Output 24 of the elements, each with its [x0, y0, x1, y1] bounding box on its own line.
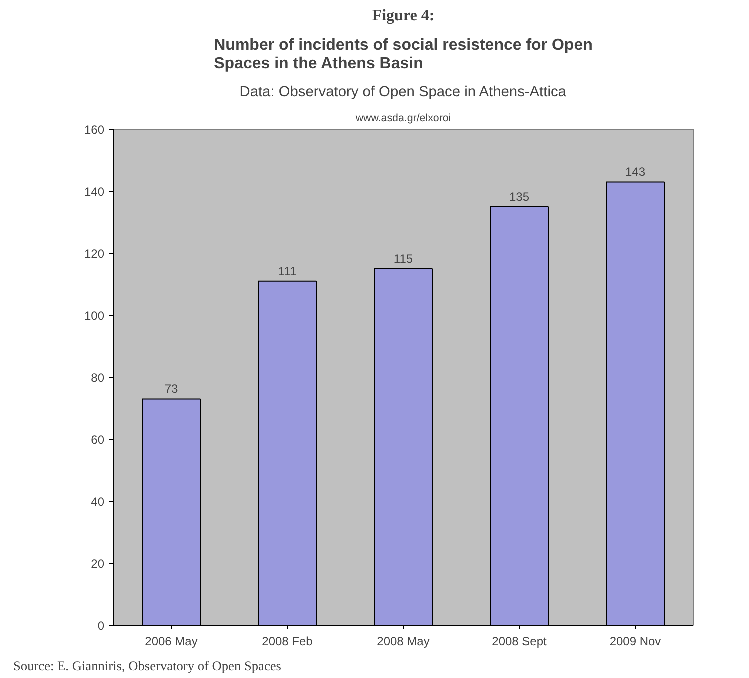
chart-title: Number of incidents of social resistence for Open Spaces in the Athens Basin — [214, 36, 593, 72]
data-label: 135 — [509, 190, 530, 204]
data-label: 115 — [394, 252, 414, 266]
x-tick-label: 2009 Nov — [610, 634, 662, 648]
data-label: 143 — [625, 165, 646, 180]
source-note: Source: E. Gianniris, Observatory of Open Spaces — [14, 658, 282, 674]
text: www.asda.gr/elxoroi — [354, 112, 452, 124]
data-label: 73 — [164, 382, 178, 396]
chart-subtitle: Data: Observatory of Open Space in Athens-Attica — [240, 84, 568, 100]
y-tick-label: 0 — [98, 619, 105, 633]
x-tick-label: 2008 Feb — [262, 634, 314, 648]
x-tick-label: 2008 Sept — [492, 634, 548, 648]
y-tick-label: 20 — [91, 557, 105, 571]
x-tick-label: 2006 May — [145, 634, 198, 648]
caption: Figure 4: — [372, 8, 435, 24]
y-tick-label: 80 — [91, 371, 105, 385]
y-tick-label: 40 — [91, 495, 105, 509]
y-tick-label: 140 — [84, 185, 105, 199]
y-tick-label: 100 — [84, 309, 105, 323]
x-tick-label: 2008 May — [377, 634, 430, 648]
data-label: 111 — [278, 264, 297, 278]
y-tick-label: 160 — [84, 123, 105, 137]
y-tick-label: 120 — [84, 247, 105, 261]
y-tick-label: 60 — [91, 433, 105, 447]
